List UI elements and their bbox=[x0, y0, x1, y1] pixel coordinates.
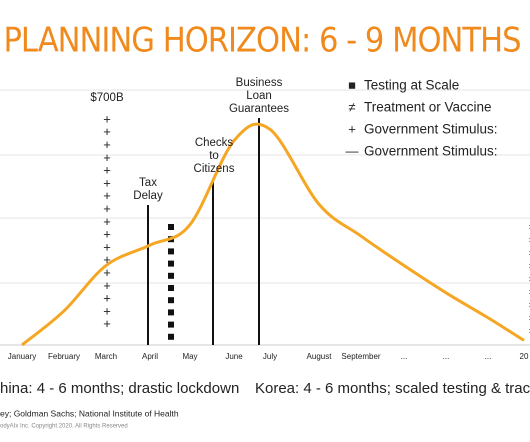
x-tick-label: ... bbox=[401, 352, 408, 361]
annotation: Delay bbox=[133, 190, 163, 202]
stimulus-mark: + bbox=[103, 201, 111, 216]
annotation: Tax bbox=[139, 177, 157, 189]
stimulus-mark: + bbox=[103, 291, 111, 306]
annotation: Citizens bbox=[194, 163, 235, 175]
x-tick-label: April bbox=[142, 352, 158, 361]
x-tick-label: March bbox=[95, 352, 117, 361]
legend-symbol: — bbox=[346, 143, 359, 158]
x-tick-label: July bbox=[263, 352, 277, 361]
testing-mark bbox=[168, 248, 174, 255]
stimulus-mark: + bbox=[103, 137, 111, 152]
stimulus-mark: + bbox=[103, 124, 111, 139]
stimulus-mark: + bbox=[103, 163, 111, 178]
testing-mark bbox=[168, 333, 174, 340]
stimulus-mark: + bbox=[103, 239, 111, 254]
testing-mark bbox=[168, 297, 174, 304]
legend-label: Testing at Scale bbox=[364, 78, 459, 93]
stimulus-mark: + bbox=[103, 303, 111, 318]
testing-mark bbox=[168, 321, 174, 328]
x-tick-label: 20 bbox=[520, 352, 529, 361]
x-tick-label: September bbox=[341, 352, 380, 361]
x-tick-label: ... bbox=[443, 352, 450, 361]
source: odyAIx Inc. Copyright 2020. All Rights R… bbox=[0, 424, 128, 430]
stimulus-mark: + bbox=[103, 111, 111, 126]
legend-symbol: ■ bbox=[348, 77, 356, 92]
annotation: Guarantees bbox=[229, 103, 289, 115]
stimulus-mark: + bbox=[103, 188, 111, 203]
data-line bbox=[21, 122, 525, 347]
stimulus-mark: + bbox=[103, 175, 111, 190]
caption: Korea: 4 - 6 months; scaled testing & tr… bbox=[255, 380, 530, 397]
stimulus-mark: + bbox=[103, 265, 111, 280]
legend-symbol: + bbox=[348, 121, 356, 136]
source: ey; Goldman Sachs; National Institute of… bbox=[0, 408, 179, 418]
testing-mark bbox=[168, 272, 174, 279]
annotation: Business bbox=[236, 77, 283, 89]
chart-title: PLANNING HORIZON: 6 - 9 MONTHS bbox=[3, 21, 520, 61]
testing-mark bbox=[168, 309, 174, 316]
legend-label: Government Stimulus: bbox=[364, 144, 498, 159]
x-tick-label: January bbox=[8, 352, 36, 361]
annotation: to bbox=[209, 150, 219, 162]
stimulus-mark: + bbox=[103, 252, 111, 267]
annotation: Checks bbox=[195, 137, 234, 149]
stimulus-mark: + bbox=[103, 316, 111, 331]
annotation: Loan bbox=[246, 90, 272, 102]
testing-mark bbox=[168, 285, 174, 291]
x-tick-label: May bbox=[182, 352, 197, 361]
x-tick-label: ... bbox=[485, 352, 492, 361]
caption: hina: 4 - 6 months; drastic lockdown bbox=[0, 380, 239, 397]
stimulus-mark: + bbox=[103, 227, 111, 242]
legend-label: Treatment or Vaccine bbox=[364, 100, 492, 115]
testing-mark bbox=[168, 224, 174, 230]
legend-symbol: ≠ bbox=[348, 99, 355, 114]
annotation: $700B bbox=[90, 92, 124, 104]
testing-mark bbox=[168, 260, 174, 267]
x-tick-label: August bbox=[307, 352, 333, 361]
legend-label: Government Stimulus: bbox=[364, 122, 498, 137]
x-tick-label: February bbox=[48, 352, 80, 361]
stimulus-mark: + bbox=[103, 278, 111, 293]
stimulus-mark: + bbox=[103, 150, 111, 165]
x-tick-label: June bbox=[225, 352, 243, 361]
stimulus-mark: + bbox=[103, 214, 111, 229]
